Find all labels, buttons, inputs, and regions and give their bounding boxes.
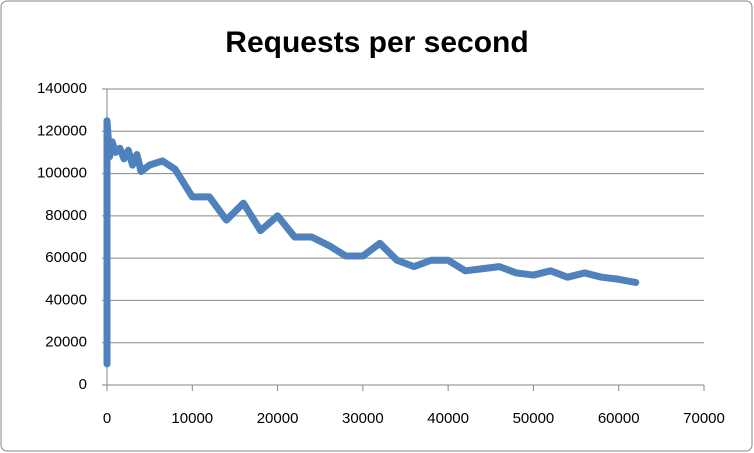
x-tick-label: 40000 bbox=[427, 410, 469, 427]
y-tick-label: 120000 bbox=[37, 122, 87, 139]
x-tick-label: 50000 bbox=[513, 410, 555, 427]
y-tick-label: 40000 bbox=[45, 291, 87, 308]
data-line bbox=[103, 117, 640, 368]
chart-title: Requests per second bbox=[225, 26, 528, 59]
y-tick-label: 60000 bbox=[45, 249, 87, 266]
x-tick-label: 0 bbox=[103, 410, 111, 427]
y-tick-label: 140000 bbox=[37, 80, 87, 97]
y-tick-label: 0 bbox=[79, 376, 87, 393]
x-tick-label: 20000 bbox=[257, 410, 299, 427]
x-tick-label: 60000 bbox=[598, 410, 640, 427]
y-tick-label: 80000 bbox=[45, 207, 87, 224]
y-tick-label: 20000 bbox=[45, 334, 87, 351]
y-tick-label: 100000 bbox=[37, 165, 87, 182]
x-tick-label: 30000 bbox=[342, 410, 384, 427]
x-tick-label: 10000 bbox=[171, 410, 213, 427]
x-tick-label: 70000 bbox=[683, 410, 725, 427]
